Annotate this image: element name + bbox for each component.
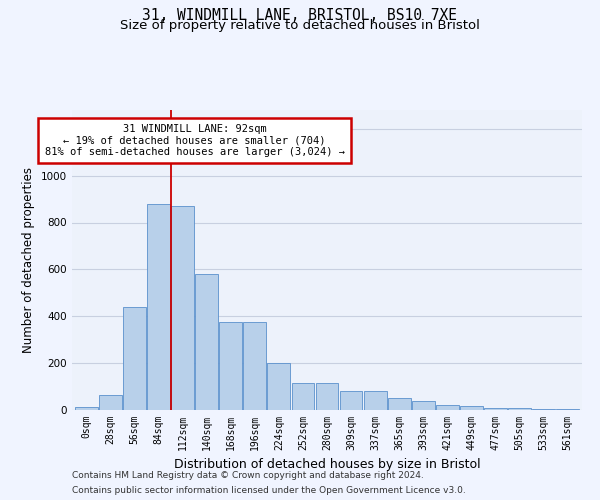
Bar: [484, 408, 507, 410]
Bar: [292, 383, 314, 410]
Bar: [556, 409, 579, 410]
Y-axis label: Number of detached properties: Number of detached properties: [22, 167, 35, 353]
Bar: [244, 322, 266, 410]
Bar: [195, 274, 218, 410]
Bar: [340, 391, 362, 410]
X-axis label: Distribution of detached houses by size in Bristol: Distribution of detached houses by size …: [173, 458, 481, 471]
Text: Size of property relative to detached houses in Bristol: Size of property relative to detached ho…: [120, 19, 480, 32]
Bar: [460, 406, 483, 410]
Text: 31 WINDMILL LANE: 92sqm
← 19% of detached houses are smaller (704)
81% of semi-d: 31 WINDMILL LANE: 92sqm ← 19% of detache…: [44, 124, 344, 157]
Bar: [436, 405, 459, 410]
Bar: [316, 383, 338, 410]
Text: 31, WINDMILL LANE, BRISTOL, BS10 7XE: 31, WINDMILL LANE, BRISTOL, BS10 7XE: [143, 8, 458, 22]
Bar: [508, 408, 531, 410]
Bar: [171, 206, 194, 410]
Bar: [412, 400, 434, 410]
Bar: [123, 307, 146, 410]
Text: Contains HM Land Registry data © Crown copyright and database right 2024.: Contains HM Land Registry data © Crown c…: [72, 471, 424, 480]
Bar: [388, 398, 410, 410]
Bar: [532, 409, 555, 410]
Bar: [99, 395, 122, 410]
Bar: [268, 363, 290, 410]
Bar: [220, 322, 242, 410]
Bar: [75, 407, 98, 410]
Bar: [364, 391, 386, 410]
Text: Contains public sector information licensed under the Open Government Licence v3: Contains public sector information licen…: [72, 486, 466, 495]
Bar: [147, 204, 170, 410]
